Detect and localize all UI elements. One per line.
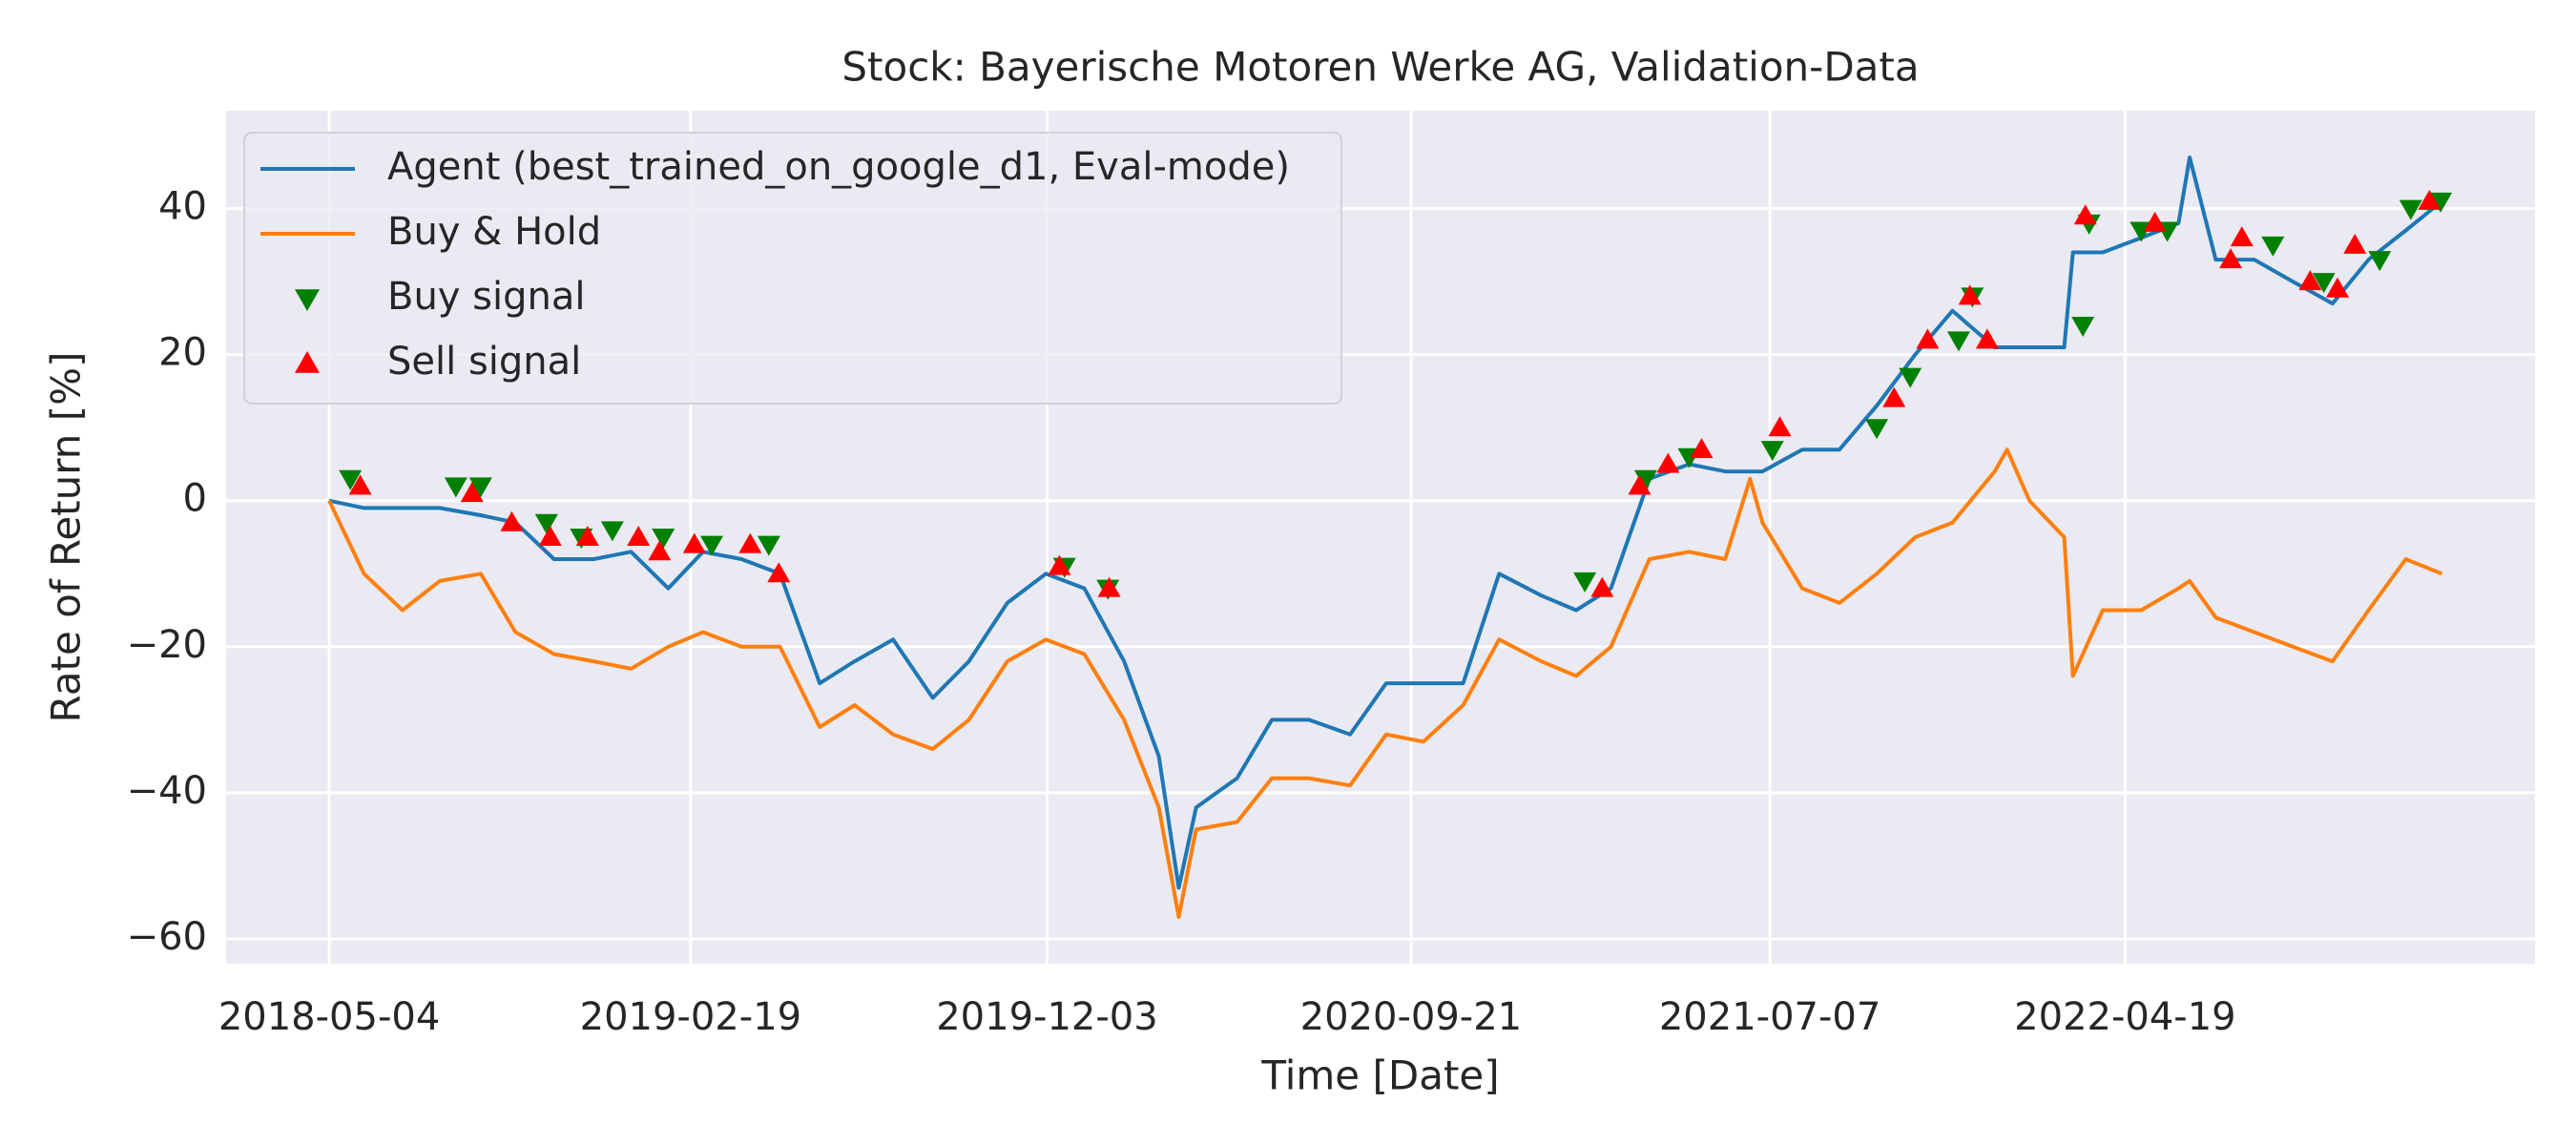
signal-marker [652, 529, 675, 549]
signal-marker [1768, 416, 1792, 437]
signal-marker [2073, 204, 2097, 225]
series-line [328, 156, 2443, 890]
signal-marker [1590, 576, 1614, 597]
signal-marker [1097, 576, 1121, 597]
legend-swatch [295, 289, 320, 311]
signal-marker [2230, 226, 2254, 247]
signal-marker [1899, 367, 1922, 388]
signal-marker [648, 540, 672, 561]
legend-label: Agent (best_trained_on_google_d1, Eval-m… [387, 145, 1290, 189]
signal-marker [2143, 211, 2167, 232]
legend-label: Sell signal [387, 340, 581, 384]
x-tick-label: 2020-09-21 [1300, 995, 1522, 1039]
signal-marker [444, 477, 467, 498]
legend-label: Buy & Hold [387, 210, 601, 254]
chart-title: Stock: Bayerische Motoren Werke AG, Vali… [841, 44, 1919, 91]
signal-marker [1656, 452, 1680, 473]
x-tick-label: 2021-07-07 [1659, 995, 1880, 1039]
signal-marker [757, 535, 780, 556]
signal-marker [2418, 189, 2441, 210]
signal-marker [1628, 474, 1652, 495]
signal-marker [1573, 572, 1597, 593]
legend-label: Buy signal [387, 275, 586, 319]
signal-marker [2312, 273, 2336, 294]
signal-marker [500, 510, 524, 531]
y-tick-label: −40 [127, 769, 207, 813]
legend-box [243, 132, 1342, 405]
signal-marker [1916, 328, 1940, 349]
signal-marker [2298, 270, 2322, 291]
signal-marker [2071, 317, 2095, 338]
signal-marker [767, 562, 791, 583]
signal-marker [348, 474, 372, 495]
signal-marker [575, 526, 599, 546]
signal-marker [2399, 199, 2422, 220]
y-tick-label: 40 [158, 185, 207, 229]
signal-marker [2261, 236, 2285, 257]
x-tick-label: 2022-04-19 [2014, 995, 2235, 1039]
y-tick-label: 20 [158, 331, 207, 375]
signal-marker [1975, 328, 1999, 349]
signal-marker [2368, 251, 2392, 272]
signal-marker [339, 469, 363, 490]
signal-marker [1958, 284, 1982, 305]
signal-marker [2343, 233, 2367, 254]
signal-marker [460, 482, 484, 503]
signal-marker [1946, 331, 1970, 352]
x-axis-label: Time [Date] [1260, 1052, 1499, 1099]
y-tick-label: −20 [127, 623, 207, 667]
signal-marker [600, 521, 624, 542]
signal-marker [538, 526, 562, 546]
signal-marker [1633, 469, 1657, 490]
y-axis-label: Rate of Return [%] [43, 352, 90, 723]
signal-marker [1865, 419, 1889, 440]
signal-marker [1690, 438, 1714, 459]
signal-marker [2219, 248, 2243, 269]
y-tick-label: −60 [127, 915, 207, 959]
series-line [327, 448, 2443, 919]
signal-marker [1760, 441, 1784, 462]
x-tick-label: 2019-02-19 [580, 995, 801, 1039]
signal-marker [468, 477, 492, 498]
signal-marker [534, 513, 558, 534]
signal-marker [738, 532, 762, 553]
x-tick-label: 2018-05-04 [218, 995, 440, 1039]
y-tick-label: 0 [183, 477, 207, 521]
signal-marker [627, 526, 651, 546]
signal-marker [1882, 386, 1906, 407]
signal-marker [682, 532, 706, 553]
x-tick-label: 2019-12-03 [936, 995, 1157, 1039]
signal-marker [699, 535, 723, 556]
signal-marker [1048, 554, 1071, 575]
signal-marker [2429, 192, 2453, 213]
signal-marker [2326, 277, 2350, 298]
legend-swatch [295, 351, 320, 373]
